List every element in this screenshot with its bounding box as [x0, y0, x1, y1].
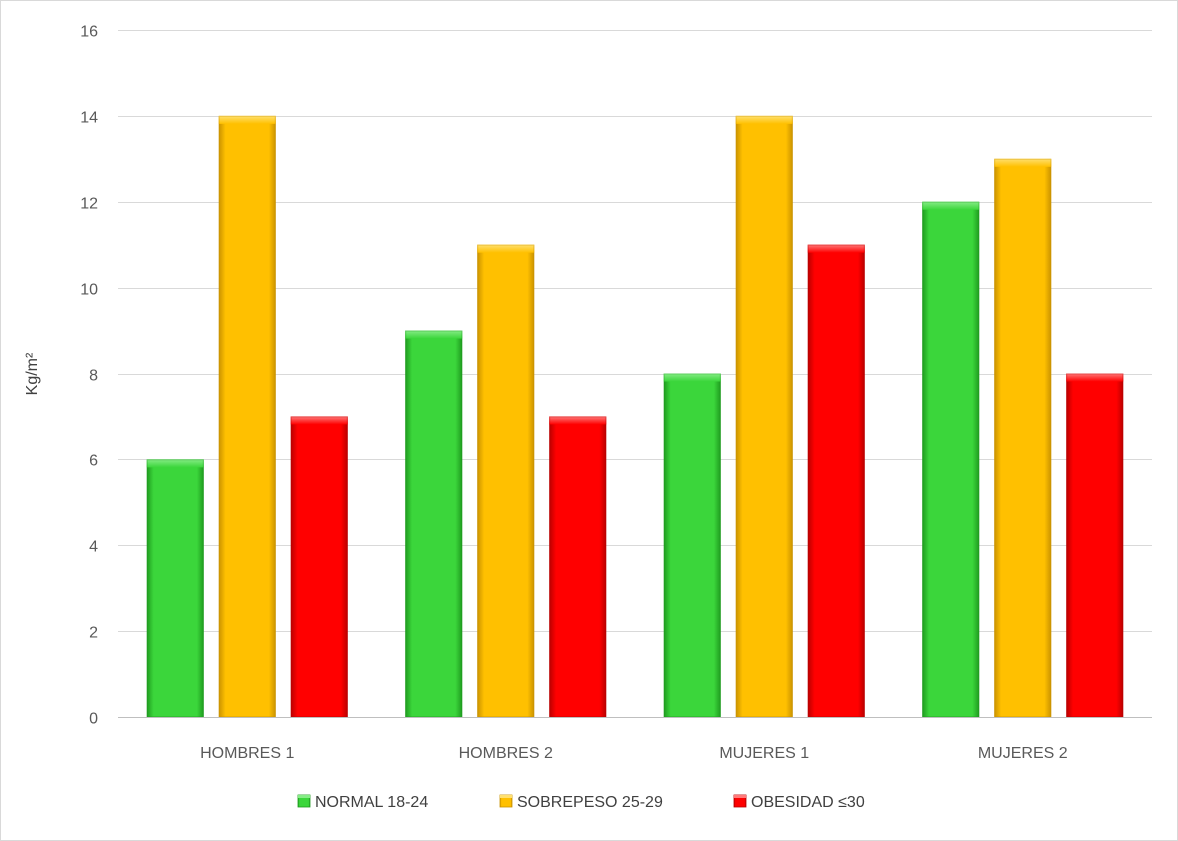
y-tick-label: 10 [80, 282, 98, 299]
y-tick-label: 16 [80, 24, 98, 41]
bar [549, 416, 607, 717]
x-tick-label: MUJERES 2 [978, 745, 1068, 762]
x-tick-label: MUJERES 1 [719, 745, 809, 762]
y-tick-label: 14 [80, 110, 98, 127]
bar [922, 201, 980, 717]
bar [477, 244, 535, 717]
x-axis-ticks: HOMBRES 1 HOMBRES 2 MUJERES 1 MUJERES 2 [200, 745, 1068, 762]
legend-label: SOBREPESO 25-29 [517, 794, 663, 811]
legend-item: OBESIDAD ≤30 [733, 794, 865, 811]
bar [218, 115, 276, 717]
x-tick-label: HOMBRES 1 [200, 745, 294, 762]
bar [1066, 373, 1124, 717]
legend-label: OBESIDAD ≤30 [751, 794, 865, 811]
gridlines [118, 30, 1152, 632]
bar [290, 416, 348, 717]
legend-label: NORMAL 18-24 [315, 794, 428, 811]
bar [994, 158, 1052, 717]
bar [735, 115, 793, 717]
y-tick-label: 6 [89, 453, 98, 470]
y-tick-label: 12 [80, 196, 98, 213]
y-axis-ticks: 0 2 4 6 8 10 12 14 16 [80, 24, 98, 728]
bars [146, 115, 1124, 717]
y-tick-label: 0 [89, 711, 98, 728]
bar [807, 244, 865, 717]
bar [663, 373, 721, 717]
legend-item: SOBREPESO 25-29 [499, 794, 663, 811]
legend-item: NORMAL 18-24 [297, 794, 428, 811]
legend: NORMAL 18-24 SOBREPESO 25-29 OBESIDAD ≤30 [297, 794, 865, 811]
y-tick-label: 2 [89, 625, 98, 642]
y-axis-title: Kg/m² [24, 352, 41, 395]
bar [405, 330, 463, 717]
x-tick-label: HOMBRES 2 [459, 745, 553, 762]
y-tick-label: 4 [89, 539, 98, 556]
bar [146, 459, 204, 717]
y-tick-label: 8 [89, 368, 98, 385]
